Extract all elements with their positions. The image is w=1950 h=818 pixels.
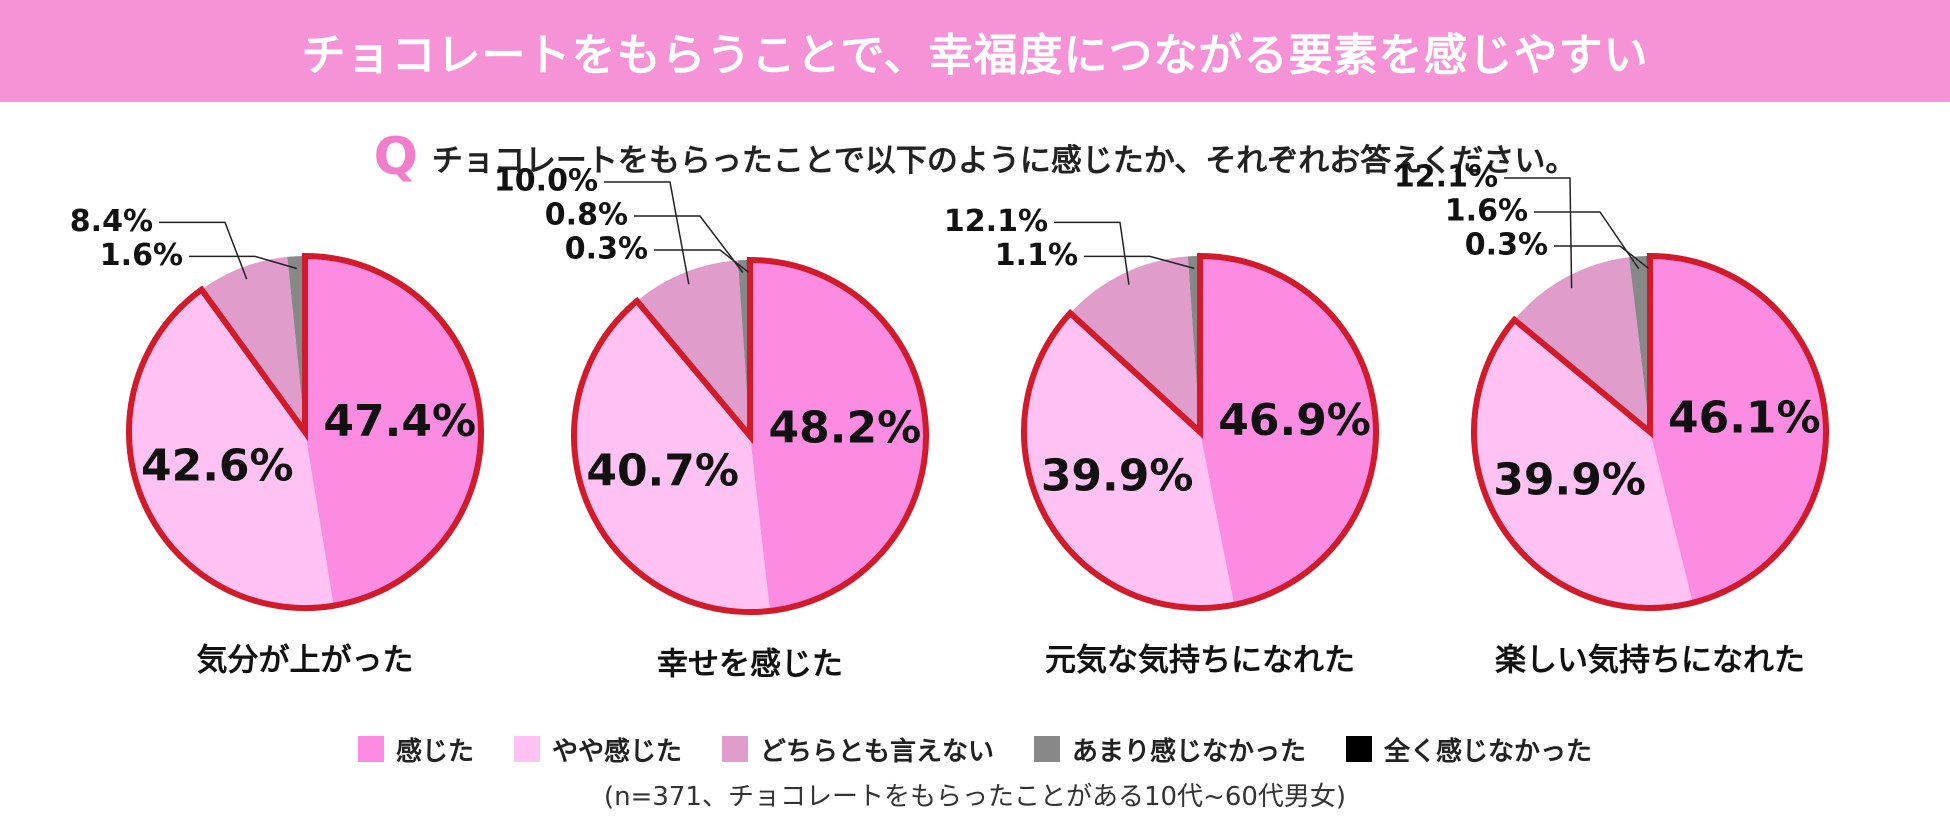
data-label: 47.4% <box>323 396 476 447</box>
legend-swatch <box>513 736 540 762</box>
highlight-outline <box>1471 252 1829 611</box>
legend-item: 全く感じなかった <box>1346 731 1592 768</box>
legend-swatch <box>1034 736 1060 762</box>
highlight-outline <box>126 252 484 611</box>
sample-note: (n=371、チョコレートをもらったことがある10代~60代男女) <box>603 782 1347 812</box>
data-label: 46.1% <box>1668 392 1821 443</box>
chart-title: 元気な気持ちになれた <box>1045 643 1355 679</box>
pie-slice <box>1514 257 1650 432</box>
callout-label: 1.1% <box>995 238 1078 273</box>
leader-line <box>634 215 744 273</box>
pie-slice <box>1650 256 1826 603</box>
data-label: 39.9% <box>1493 455 1646 506</box>
legend-label: 全く感じなかった <box>1384 736 1593 767</box>
pie-slice <box>305 255 482 606</box>
callout-label: 0.3% <box>565 232 648 267</box>
leader-line <box>1554 245 1649 269</box>
data-label: 48.2% <box>769 403 922 454</box>
pie-slice <box>201 256 305 432</box>
legend-label: やや感じた <box>551 736 682 767</box>
callout-label: 0.3% <box>1465 228 1548 263</box>
data-label: 46.9% <box>1218 395 1371 446</box>
legend-item: あまり感じなかった <box>1034 731 1306 768</box>
pie-slice <box>1187 256 1200 432</box>
leader-line <box>1054 221 1130 285</box>
legend-swatch <box>1346 736 1373 762</box>
legend-label: 感じた <box>395 736 474 767</box>
chart-title: 幸せを感じた <box>657 647 843 683</box>
callout-label: 12.1% <box>1394 160 1498 195</box>
pie-slice <box>287 256 305 432</box>
legend-item: やや感じた <box>513 731 682 768</box>
pie-slice <box>1473 319 1693 608</box>
leader-line <box>1504 177 1573 289</box>
callout-label: 8.4% <box>70 204 153 239</box>
pie-slice <box>636 260 750 436</box>
question-row: Q チョコレートをもらったことで以下のように感じたか、それぞれお答えください。 <box>0 122 1950 192</box>
leader-line <box>654 249 749 273</box>
callout-label: 0.8% <box>545 198 628 233</box>
pie-slice <box>750 260 927 611</box>
pie-slice <box>1629 256 1650 432</box>
legend-swatch <box>721 736 748 762</box>
legend: 感じた やや感じた どちらとも言えない あまり感じなかった 全く感じなかった <box>0 726 1950 772</box>
callout-label: 1.6% <box>100 238 183 273</box>
legend-label: あまり感じなかった <box>1072 736 1307 767</box>
legend-swatch <box>357 736 384 762</box>
pie-slice <box>573 301 770 613</box>
pie-slice <box>1024 313 1235 608</box>
legend-label: どちらとも言えない <box>759 736 994 767</box>
question-text: チョコレートをもらったことで以下のように感じたか、それぞれお答えください。 <box>431 142 1577 179</box>
highlight-outline <box>1021 252 1379 611</box>
pie-slice <box>1200 256 1376 605</box>
callout-label: 12.1% <box>944 204 1048 239</box>
callout-label: 1.6% <box>1445 194 1528 229</box>
pie-slice <box>737 260 750 436</box>
pie-charts: 47.4%42.6%8.4%1.6%気分が上がった48.2%40.7%10.0%… <box>70 160 1829 683</box>
legend-item: 感じた <box>357 731 474 768</box>
callout-label: 10.0% <box>494 164 598 199</box>
pie-slice <box>1070 256 1200 432</box>
chart-title: 楽しい気持ちになれた <box>1495 643 1805 679</box>
legend-item: どちらとも言えない <box>721 731 994 768</box>
question-mark: Q <box>373 127 418 187</box>
leader-line <box>189 255 298 270</box>
pie-slice <box>128 289 334 609</box>
chart-title: 気分が上がった <box>197 643 414 679</box>
highlight-outline <box>571 256 929 615</box>
data-label: 42.6% <box>141 441 294 492</box>
title-banner: チョコレートをもらうことで、幸福度につながる要素を感じやすい <box>0 0 1950 102</box>
leader-line <box>159 221 248 280</box>
page-title: チョコレートをもらうことで、幸福度につながる要素を感じやすい <box>301 30 1649 81</box>
data-label: 40.7% <box>586 445 739 496</box>
leader-line <box>1084 255 1195 270</box>
data-label: 39.9% <box>1041 451 1194 502</box>
